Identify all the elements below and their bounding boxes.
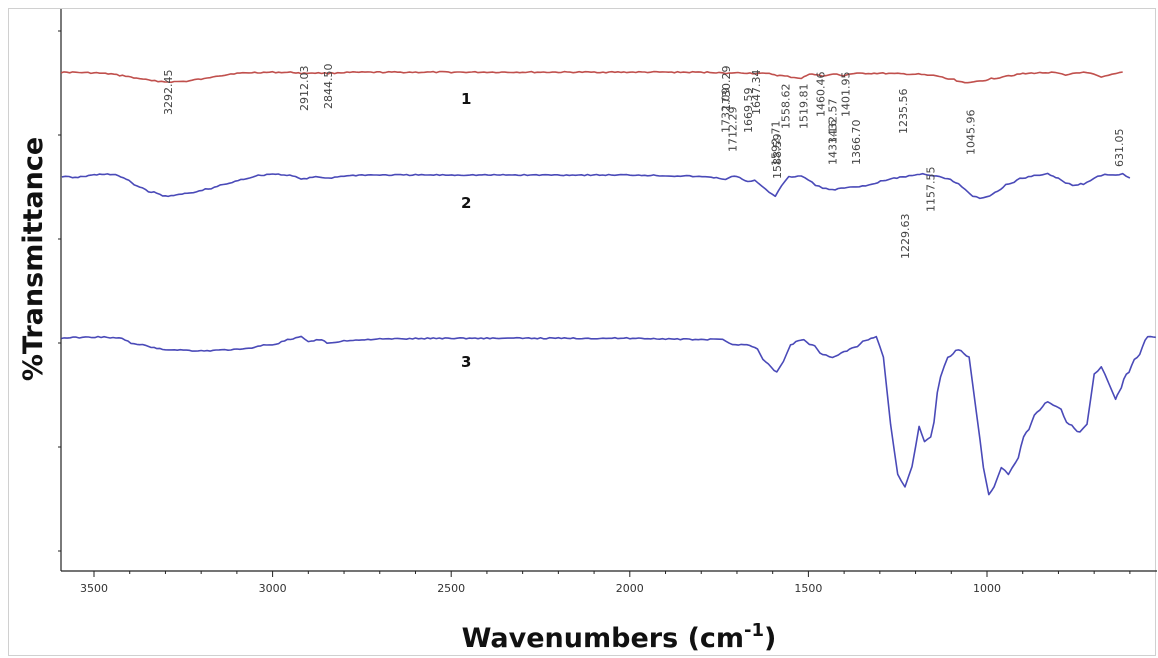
x-axis-label: Wavenumbers (cm-1) bbox=[462, 620, 777, 654]
peak-label: 1592.71 bbox=[769, 121, 782, 167]
series-2-line bbox=[61, 172, 1131, 200]
x-axis-label-main: Wavenumbers (cm bbox=[462, 623, 744, 654]
peak-label: 1229.63 bbox=[899, 214, 912, 260]
peak-label: 1732.09 bbox=[720, 88, 733, 134]
chart-frame: 3500 3000 2500 2000 1500 1000 3292.45 2912.03 2… bbox=[8, 8, 1157, 656]
peak-label: 3292.45 bbox=[162, 70, 175, 116]
peak-label: 1460.46 bbox=[815, 72, 828, 118]
peak-label: 1647.34 bbox=[750, 70, 763, 116]
x-tick-label: 2500 bbox=[437, 582, 465, 595]
peak-label: 2844.50 bbox=[322, 64, 335, 110]
peak-label: 631.05 bbox=[1113, 129, 1126, 168]
peak-label: 1519.81 bbox=[797, 84, 810, 130]
peak-label: 1558.62 bbox=[780, 84, 793, 130]
peak-label: 1588.59 bbox=[771, 134, 784, 180]
series-3-line bbox=[61, 335, 1156, 496]
curves bbox=[60, 70, 1156, 496]
peak-label: 1432.57 bbox=[827, 99, 840, 145]
ftir-spectrum-chart: 3500 3000 2500 2000 1500 1000 3292.45 2912.03 2… bbox=[18, 9, 1157, 654]
series-1-number: 1 bbox=[461, 90, 471, 108]
x-tick-label: 1500 bbox=[794, 582, 822, 595]
x-ticks: 3500 3000 2500 2000 1500 1000 bbox=[80, 571, 1131, 595]
y-axis-label: %Transmittance bbox=[18, 137, 49, 381]
series-1-line bbox=[60, 70, 1123, 84]
series-2-number: 2 bbox=[461, 194, 471, 212]
x-tick-label: 3500 bbox=[80, 582, 108, 595]
peak-labels: 3292.45 2912.03 2844.50 1730.29 1647.34 1558.… bbox=[162, 64, 1126, 260]
peak-label: 1401.95 bbox=[839, 72, 852, 118]
peak-label: 1366.70 bbox=[850, 120, 863, 166]
x-tick-label: 2000 bbox=[616, 582, 644, 595]
series-3-number: 3 bbox=[461, 353, 471, 371]
peak-label: 2912.03 bbox=[298, 66, 311, 112]
peak-label: 1045.96 bbox=[965, 110, 978, 156]
peak-label: 1712.29 bbox=[727, 107, 740, 153]
peak-label: 1669.59 bbox=[742, 88, 755, 134]
curve-numbers: 1 2 3 bbox=[461, 90, 471, 371]
peak-label: 1235.56 bbox=[897, 89, 910, 135]
peak-label: 1433.16 bbox=[826, 120, 839, 166]
peak-label: 1730.29 bbox=[720, 66, 733, 112]
x-axis-label-suffix: ) bbox=[764, 623, 776, 654]
peak-label: 1157.55 bbox=[925, 167, 938, 213]
y-ticks bbox=[58, 30, 61, 552]
x-tick-label: 1000 bbox=[973, 582, 1001, 595]
x-axis-label-superscript: -1 bbox=[744, 620, 764, 641]
axes bbox=[60, 9, 1157, 572]
x-tick-label: 3000 bbox=[259, 582, 287, 595]
